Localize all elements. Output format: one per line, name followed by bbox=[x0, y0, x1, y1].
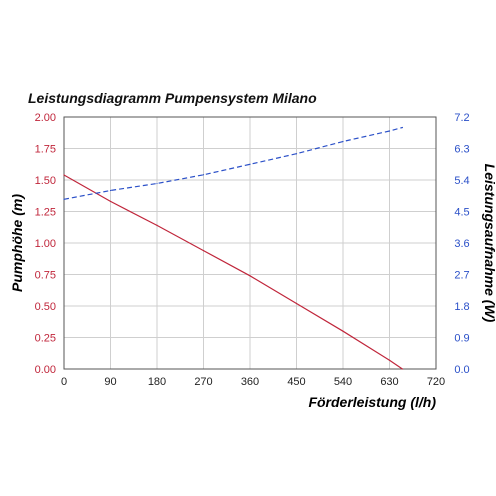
y-right-tick-label: 1.8 bbox=[454, 301, 469, 313]
x-tick-label: 360 bbox=[241, 376, 259, 388]
chart-title: Leistungsdiagramm Pumpensystem Milano bbox=[28, 90, 317, 106]
y-right-tick-label: 4.5 bbox=[454, 207, 469, 219]
series-layer bbox=[63, 126, 404, 370]
series-point bbox=[63, 198, 65, 200]
series-point bbox=[63, 174, 65, 176]
y-left-tick-label: 0.00 bbox=[35, 364, 56, 376]
series-point bbox=[202, 174, 205, 176]
x-tick-label: 540 bbox=[334, 376, 352, 388]
series-point bbox=[295, 153, 298, 155]
y-right-tick-label: 0.9 bbox=[454, 333, 469, 345]
y-left-axis-label: Pumphöhe (m) bbox=[9, 194, 25, 292]
series-point bbox=[202, 249, 205, 252]
y-left-tick-label: 1.25 bbox=[35, 207, 56, 219]
plot-frame bbox=[63, 116, 437, 370]
series-point bbox=[342, 140, 344, 143]
x-tick-label: 90 bbox=[104, 376, 116, 388]
y-left-tick-label: 0.50 bbox=[35, 301, 56, 313]
x-tick-label: 0 bbox=[61, 376, 67, 388]
y-left-tick-label: 1.75 bbox=[35, 144, 56, 156]
series-point bbox=[109, 200, 112, 203]
y-right-tick-label: 2.7 bbox=[454, 270, 469, 282]
series-point bbox=[401, 126, 404, 129]
y-left-tick-label: 2.00 bbox=[35, 112, 56, 124]
y-right-tick-label: 6.3 bbox=[454, 144, 469, 156]
series-point bbox=[249, 275, 251, 277]
x-tick-label: 630 bbox=[380, 376, 398, 388]
y-left-tick-labels: 0.00 0.25 0.50 0.75 1.00 1.25 1.50 1.75 2.00 bbox=[35, 112, 56, 376]
series-point bbox=[249, 163, 251, 165]
series-line-pumphoehe bbox=[63, 174, 403, 370]
x-axis-label: Förderleistung (l/h) bbox=[308, 394, 436, 410]
y-right-axis-label: Leistungsaufnahme (W) bbox=[482, 164, 496, 323]
y-right-tick-labels: 0.0 0.9 1.8 2.7 3.6 4.5 5.4 6.3 7.2 bbox=[454, 112, 469, 376]
series-point bbox=[109, 189, 112, 192]
y-left-tick-label: 0.75 bbox=[35, 270, 56, 282]
x-tick-label: 450 bbox=[287, 376, 305, 388]
y-left-tick-label: 0.25 bbox=[35, 333, 56, 345]
series-point bbox=[401, 368, 404, 370]
series-point bbox=[342, 330, 344, 332]
y-right-tick-label: 5.4 bbox=[454, 175, 469, 187]
series-line-leistungsaufnahme bbox=[63, 126, 403, 200]
grid bbox=[64, 117, 436, 369]
y-left-tick-label: 1.00 bbox=[35, 238, 56, 250]
series-point bbox=[388, 359, 391, 361]
y-left-tick-label: 1.50 bbox=[35, 175, 56, 187]
y-right-tick-label: 3.6 bbox=[454, 238, 469, 250]
series-point bbox=[156, 224, 158, 226]
series-point bbox=[388, 130, 391, 132]
x-tick-label: 270 bbox=[194, 376, 212, 388]
y-right-tick-label: 0.0 bbox=[454, 364, 469, 376]
series-point bbox=[295, 302, 298, 305]
x-tick-label: 720 bbox=[427, 376, 445, 388]
y-right-tick-label: 7.2 bbox=[454, 112, 469, 124]
series-point bbox=[156, 182, 158, 185]
x-tick-labels: 0 90 180 270 360 450 540 630 720 bbox=[61, 376, 445, 388]
x-tick-label: 180 bbox=[148, 376, 166, 388]
